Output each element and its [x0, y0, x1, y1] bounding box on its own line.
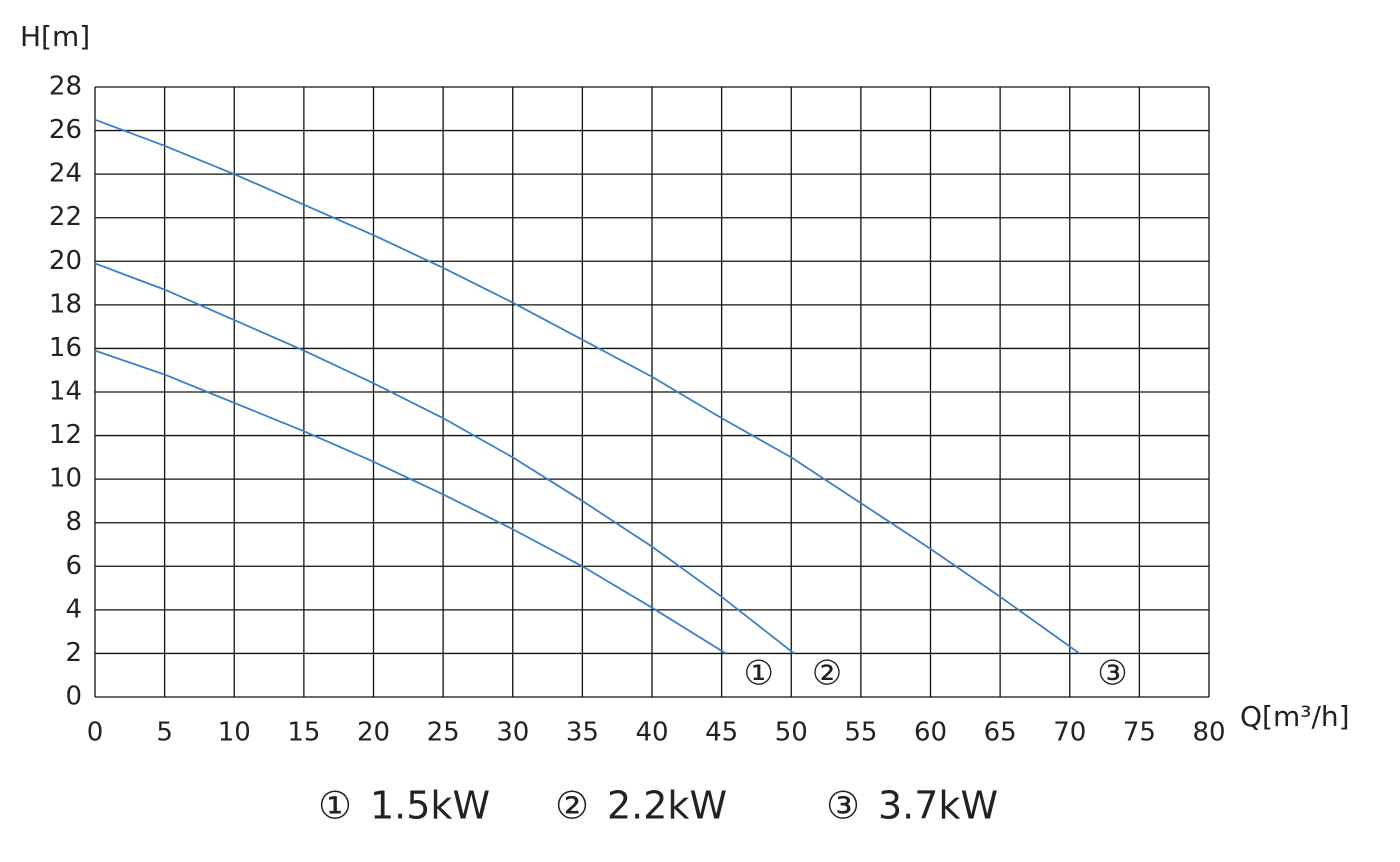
legend-marker: ②: [555, 784, 589, 828]
x-tick-label: 20: [357, 718, 390, 748]
legend-marker: ①: [318, 784, 352, 828]
x-tick-label: 15: [287, 718, 320, 748]
x-tick-label: 0: [87, 718, 104, 748]
x-tick-label: 10: [218, 718, 251, 748]
legend-label: 1.5kW: [370, 784, 490, 828]
y-tick-label: 22: [49, 202, 82, 232]
x-tick-label: 70: [1053, 718, 1086, 748]
pump-curve: [94, 118, 1081, 655]
x-tick-label: 60: [914, 718, 947, 748]
x-tick-label: 65: [984, 718, 1017, 748]
x-tick-label: 30: [496, 718, 529, 748]
curve-label: ③: [1097, 654, 1127, 694]
legend-label: 2.2kW: [607, 784, 727, 828]
y-tick-label: 10: [49, 464, 82, 494]
curve-label: ①: [744, 654, 774, 694]
x-tick-label: 75: [1123, 718, 1156, 748]
x-tick-label: 50: [775, 718, 808, 748]
y-tick-label: 14: [49, 377, 82, 407]
y-tick-label: 28: [49, 72, 82, 102]
x-tick-label: 25: [427, 718, 460, 748]
pump-curve: [94, 349, 727, 655]
y-tick-label: 18: [49, 289, 82, 319]
legend-label: 3.7kW: [878, 784, 998, 828]
x-axis-label: Q[m³/h]: [1240, 700, 1350, 733]
y-tick-label: 0: [65, 682, 82, 712]
y-tick-label: 16: [49, 333, 82, 363]
y-tick-label: 2: [65, 638, 82, 668]
x-tick-label: 35: [566, 718, 599, 748]
y-axis-label: H[m]: [20, 20, 90, 53]
x-tick-label: 80: [1192, 718, 1225, 748]
y-tick-label: 6: [65, 551, 82, 581]
y-tick-label: 24: [49, 159, 82, 189]
y-tick-label: 4: [65, 594, 82, 624]
x-tick-label: 45: [705, 718, 738, 748]
curve-label: ②: [812, 654, 842, 694]
legend-marker: ③: [826, 784, 860, 828]
x-tick-label: 55: [844, 718, 877, 748]
pump-curve: [94, 262, 795, 655]
x-tick-label: 5: [156, 718, 173, 748]
y-tick-label: 12: [49, 420, 82, 450]
y-tick-label: 26: [49, 115, 82, 145]
x-tick-label: 40: [635, 718, 668, 748]
y-tick-label: 8: [65, 507, 82, 537]
y-tick-label: 20: [49, 246, 82, 276]
